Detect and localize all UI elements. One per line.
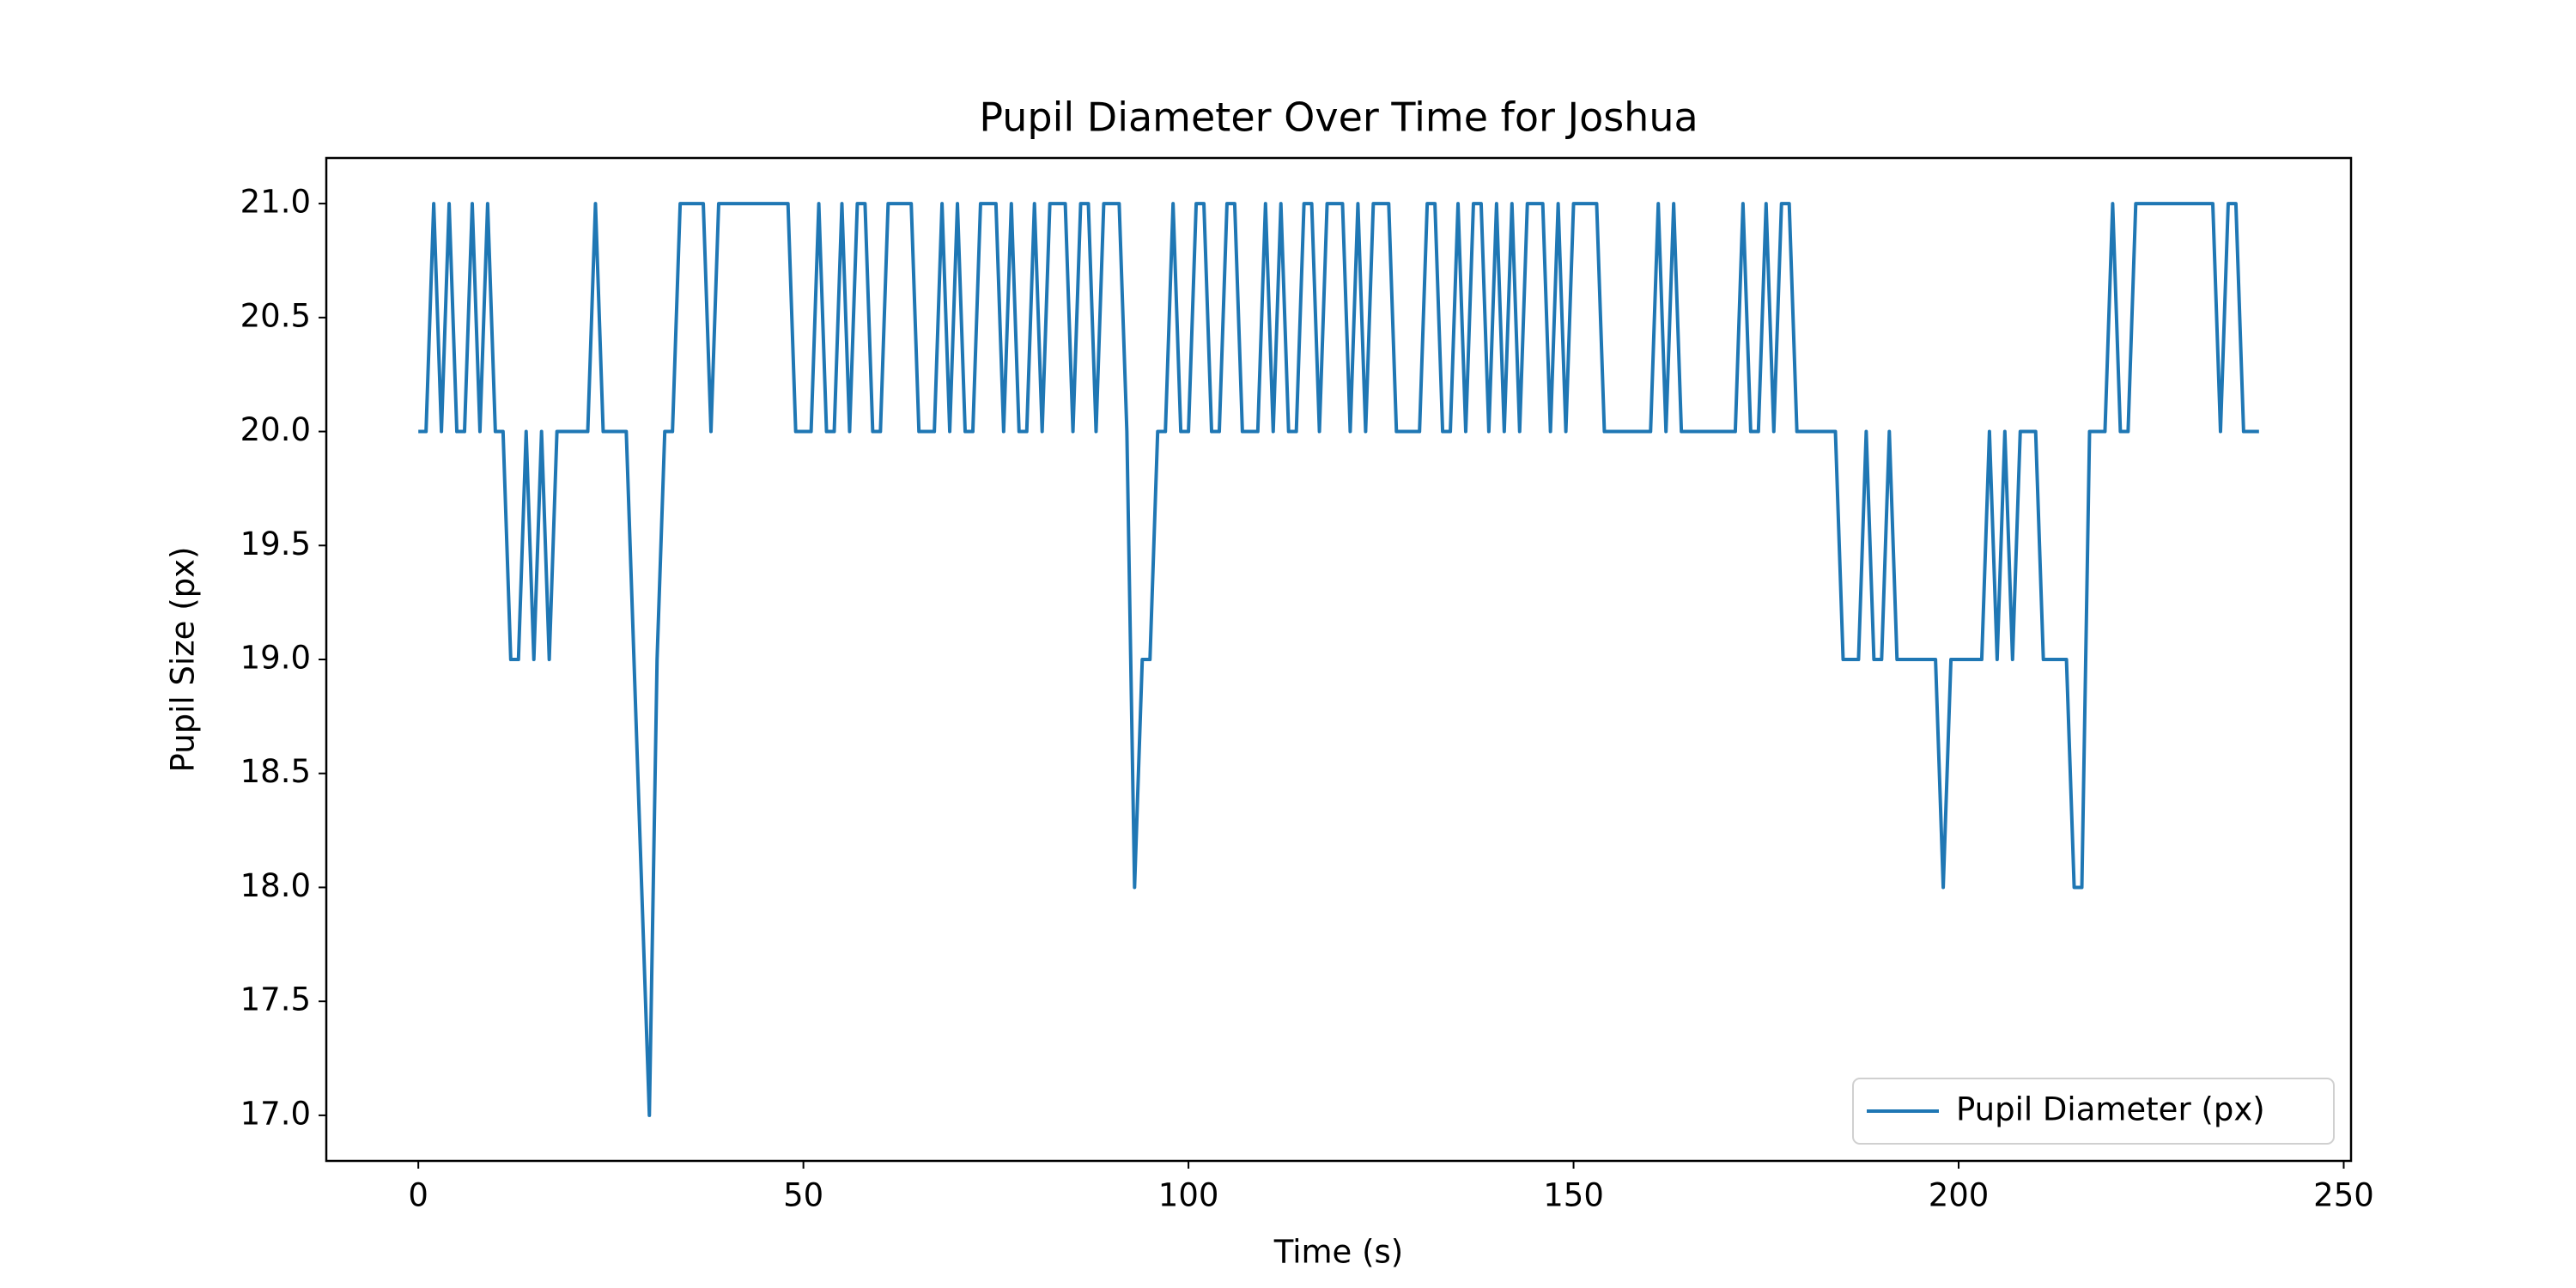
y-tick-label: 18.0 bbox=[240, 867, 311, 904]
legend-label: Pupil Diameter (px) bbox=[1956, 1091, 2265, 1128]
y-tick-label: 19.0 bbox=[240, 640, 311, 677]
y-axis-label: Pupil Size (px) bbox=[165, 547, 202, 773]
y-tick-label: 20.5 bbox=[240, 297, 311, 334]
y-tick-label: 19.5 bbox=[240, 526, 311, 562]
x-tick-label: 200 bbox=[1929, 1177, 1990, 1214]
x-tick-label: 250 bbox=[2313, 1177, 2374, 1214]
y-tick-label: 17.5 bbox=[240, 981, 311, 1018]
legend: Pupil Diameter (px) bbox=[1852, 1078, 2335, 1145]
x-tick-label: 100 bbox=[1158, 1177, 1219, 1214]
chart-title: Pupil Diameter Over Time for Joshua bbox=[979, 94, 1698, 141]
y-tick-label: 17.0 bbox=[240, 1095, 311, 1132]
plot-frame bbox=[325, 156, 2353, 1163]
y-tick-label: 20.0 bbox=[240, 411, 311, 448]
x-tick-label: 150 bbox=[1543, 1177, 1604, 1214]
x-axis-label: Time (s) bbox=[1273, 1234, 1403, 1271]
legend-box bbox=[1852, 1078, 2335, 1145]
y-tick-label: 21.0 bbox=[240, 184, 311, 221]
y-tick-label: 18.5 bbox=[240, 753, 311, 790]
data-line bbox=[418, 202, 2259, 1117]
x-tick-label: 50 bbox=[783, 1177, 823, 1214]
x-tick-label: 0 bbox=[408, 1177, 428, 1214]
